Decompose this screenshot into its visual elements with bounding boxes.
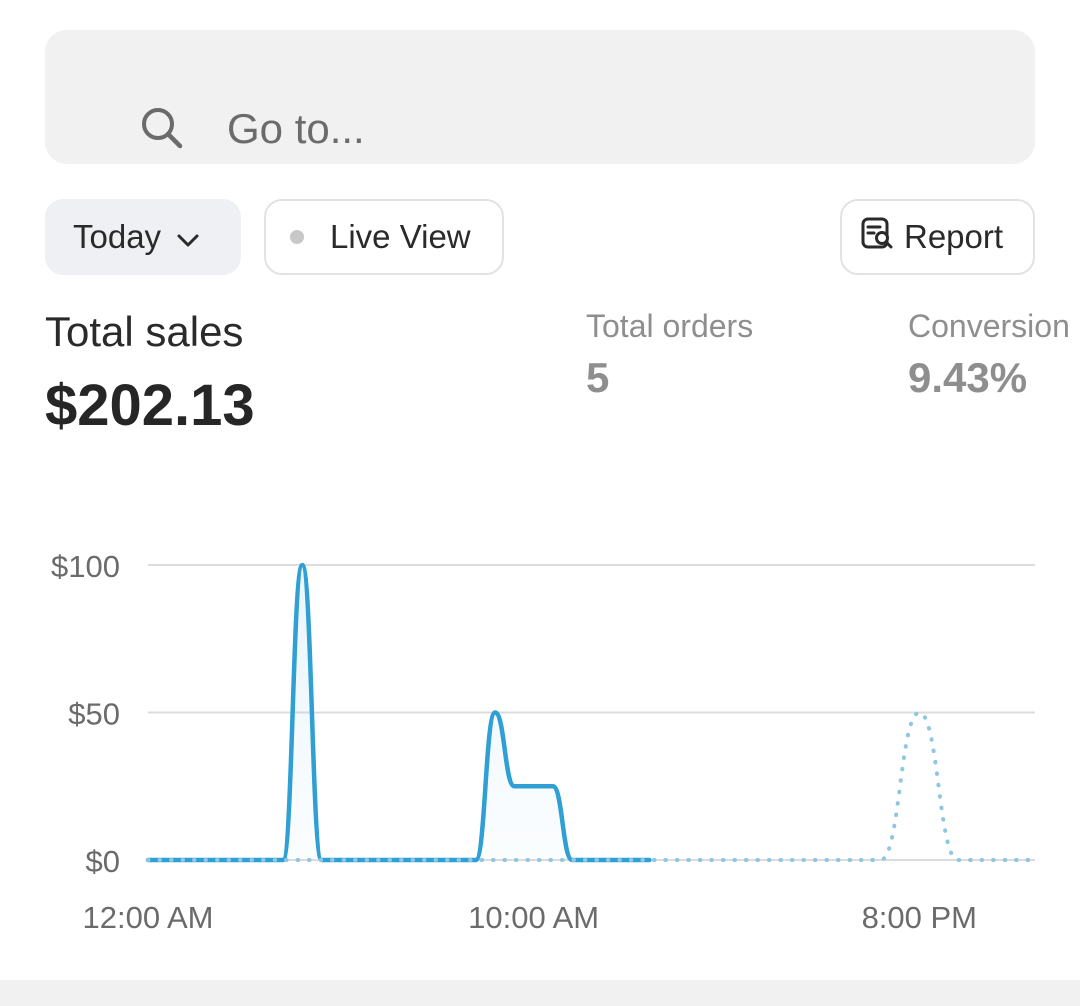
report-search-icon (860, 216, 894, 258)
live-status-dot (290, 230, 304, 244)
series-line-comparison (146, 710, 1037, 862)
search-bar[interactable] (45, 30, 1035, 164)
date-range-label: Today (73, 218, 162, 255)
total-sales-value: $202.13 (45, 373, 255, 438)
live-view-button[interactable]: Live View (264, 199, 504, 275)
search-icon (140, 106, 184, 155)
sales-chart: $0 $50 $100 12:00 AM 10:00 AM 8:00 PM (51, 549, 1037, 935)
x-tick-label: 10:00 AM (468, 900, 599, 935)
conversion-label[interactable]: Conversion (908, 308, 1070, 344)
total-orders-value: 5 (586, 354, 610, 401)
chevron-down-icon (177, 218, 199, 256)
live-view-label: Live View (330, 218, 471, 255)
total-sales-label: Total sales (45, 308, 244, 355)
y-tick-label: $100 (51, 549, 120, 584)
search-input[interactable] (225, 100, 929, 158)
report-button[interactable]: Report (840, 199, 1035, 275)
report-label: Report (904, 218, 1004, 255)
x-tick-label: 12:00 AM (83, 900, 214, 935)
total-orders-label[interactable]: Total orders (586, 308, 754, 344)
x-tick-label: 8:00 PM (862, 900, 977, 935)
series-line-today (145, 562, 652, 863)
date-range-button[interactable]: Today (45, 199, 241, 275)
y-tick-label: $50 (68, 697, 120, 732)
footer-bar (0, 980, 1080, 1006)
y-tick-label: $0 (86, 844, 120, 879)
conversion-value: 9.43% (908, 354, 1028, 401)
